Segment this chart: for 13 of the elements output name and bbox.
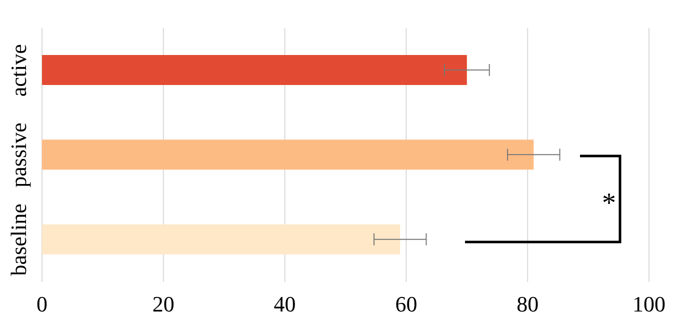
x-tick-label: 80 [516,292,539,317]
x-tick-label: 0 [36,292,48,317]
x-tick-label: 40 [274,292,296,317]
y-tick-label: passive [6,122,31,188]
x-tick-label: 20 [152,292,174,317]
bar [42,55,467,85]
x-tick-label: 100 [632,292,666,317]
bar [42,140,534,170]
y-tick-label: active [6,44,31,97]
x-tick-label: 60 [395,292,418,317]
bar [42,224,400,254]
annotation: * [602,188,616,219]
y-tick-label: baseline [6,204,31,276]
